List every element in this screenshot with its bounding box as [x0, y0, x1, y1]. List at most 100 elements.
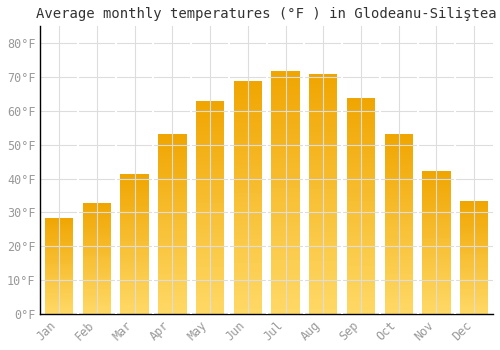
Bar: [158, 235, 186, 238]
Bar: [83, 207, 111, 209]
Bar: [460, 242, 488, 244]
Bar: [460, 303, 488, 305]
Bar: [309, 93, 338, 98]
Bar: [309, 112, 338, 117]
Bar: [196, 233, 224, 237]
Bar: [120, 306, 149, 308]
Bar: [158, 138, 186, 141]
Bar: [234, 300, 262, 304]
Bar: [83, 205, 111, 207]
Bar: [234, 276, 262, 281]
Bar: [45, 268, 74, 270]
Bar: [120, 208, 149, 210]
Bar: [309, 275, 338, 280]
Bar: [272, 226, 299, 231]
Bar: [234, 137, 262, 141]
Bar: [272, 120, 299, 124]
Bar: [83, 305, 111, 307]
Bar: [45, 281, 74, 283]
Bar: [272, 159, 299, 163]
Bar: [83, 216, 111, 218]
Bar: [234, 248, 262, 253]
Bar: [309, 107, 338, 112]
Bar: [272, 246, 299, 251]
Bar: [120, 224, 149, 227]
Bar: [460, 289, 488, 291]
Bar: [83, 214, 111, 216]
Bar: [347, 115, 375, 119]
Bar: [272, 129, 299, 134]
Bar: [309, 242, 338, 247]
Bar: [196, 122, 224, 127]
Bar: [120, 188, 149, 191]
Bar: [196, 127, 224, 131]
Bar: [120, 196, 149, 199]
Bar: [422, 219, 450, 222]
Bar: [347, 111, 375, 115]
Bar: [422, 231, 450, 234]
Bar: [234, 178, 262, 183]
Bar: [272, 294, 299, 299]
Bar: [234, 183, 262, 188]
Bar: [347, 171, 375, 175]
Bar: [196, 250, 224, 254]
Bar: [460, 210, 488, 212]
Bar: [309, 170, 338, 175]
Bar: [120, 213, 149, 216]
Bar: [158, 177, 186, 181]
Bar: [347, 158, 375, 162]
Bar: [309, 261, 338, 266]
Bar: [196, 254, 224, 259]
Bar: [45, 241, 74, 243]
Bar: [422, 222, 450, 225]
Bar: [384, 224, 413, 228]
Bar: [384, 152, 413, 155]
Bar: [309, 300, 338, 304]
Bar: [272, 163, 299, 168]
Bar: [83, 309, 111, 312]
Bar: [234, 104, 262, 109]
Bar: [422, 194, 450, 196]
Bar: [158, 242, 186, 246]
Bar: [120, 275, 149, 278]
Bar: [422, 239, 450, 242]
Bar: [272, 124, 299, 129]
Bar: [384, 191, 413, 195]
Bar: [384, 148, 413, 152]
Bar: [460, 278, 488, 280]
Bar: [460, 309, 488, 312]
Bar: [45, 310, 74, 312]
Bar: [347, 249, 375, 253]
Bar: [196, 267, 224, 271]
Bar: [45, 270, 74, 272]
Bar: [45, 254, 74, 256]
Bar: [460, 251, 488, 253]
Bar: [272, 236, 299, 241]
Bar: [422, 242, 450, 245]
Bar: [422, 179, 450, 182]
Bar: [234, 165, 262, 169]
Bar: [158, 159, 186, 163]
Bar: [272, 71, 299, 76]
Bar: [309, 117, 338, 122]
Bar: [384, 256, 413, 260]
Bar: [234, 272, 262, 276]
Bar: [120, 219, 149, 222]
Bar: [158, 210, 186, 213]
Bar: [158, 289, 186, 292]
Bar: [309, 103, 338, 107]
Bar: [234, 95, 262, 99]
Bar: [120, 230, 149, 233]
Bar: [384, 245, 413, 249]
Bar: [196, 161, 224, 165]
Bar: [120, 297, 149, 300]
Bar: [45, 312, 74, 314]
Bar: [347, 162, 375, 167]
Bar: [158, 163, 186, 167]
Bar: [234, 90, 262, 95]
Bar: [158, 145, 186, 149]
Bar: [272, 193, 299, 197]
Bar: [158, 203, 186, 206]
Bar: [272, 183, 299, 188]
Bar: [422, 282, 450, 285]
